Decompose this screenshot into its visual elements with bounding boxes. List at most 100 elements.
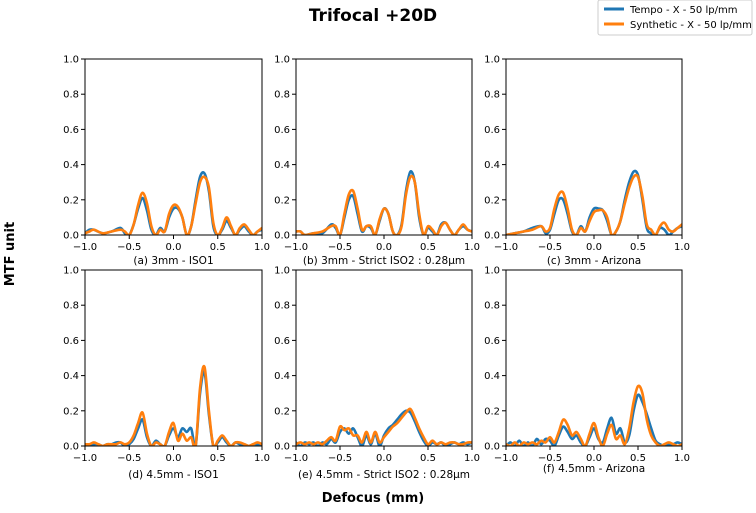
subplot-c-xtick-label: 0.0 xyxy=(586,242,602,253)
subplot-e-ytick-label: 0.0 xyxy=(274,442,290,453)
subplot-c-ytick-label: 0.8 xyxy=(484,90,500,101)
subplot-d-xtick-label: 0.5 xyxy=(210,453,226,464)
subplot-d-xtick-label: −0.5 xyxy=(117,453,141,464)
subplot-c-xtick-label: 1.0 xyxy=(674,242,690,253)
subplot-b-ytick-label: 0.2 xyxy=(274,195,290,206)
subplot-c-ytick-label: 0.0 xyxy=(484,231,500,242)
subplot-d-series-synthetic-line xyxy=(85,364,262,446)
subplot-f-xtick-label: 0.0 xyxy=(586,453,602,464)
subplot-d-ytick-label: 1.0 xyxy=(63,266,79,277)
subplot-a-xtick-label: 0.5 xyxy=(210,242,226,253)
subplot-b-xtick-label: 1.0 xyxy=(464,242,480,253)
subplot-e-xtick-label: 0.0 xyxy=(376,453,392,464)
subplot-b: 0.0 0.2 0.4 0.6 0.8 1.0 −1.0 −0.5 0.0 0.5 1.0 (b) 3… xyxy=(274,55,480,268)
subplot-f-ytick-label: 1.0 xyxy=(484,266,500,277)
subplot-d-ytick-label: 0.4 xyxy=(63,371,79,382)
subplot-a-ytick-label: 0.2 xyxy=(63,195,79,206)
subplot-d-caption: (d) 4.5mm - ISO1 xyxy=(128,469,219,481)
subplot-a-series-synthetic-line xyxy=(85,175,262,235)
subplot-d-xtick-label: −1.0 xyxy=(73,453,97,464)
subplot-c-caption: (c) 3mm - Arizona xyxy=(547,255,641,267)
subplot-c-xtick-label: 0.5 xyxy=(630,242,646,253)
subplot-e-xtick-label: 0.5 xyxy=(420,453,436,464)
subplot-d-ytick-label: 0.6 xyxy=(63,336,79,347)
legend-box xyxy=(597,0,753,36)
subplot-c-series-tempo-line xyxy=(506,169,682,235)
subplot-b-ytick-label: 0.0 xyxy=(274,231,290,242)
chart-title: Trifocal +20D xyxy=(309,6,437,26)
x-axis-title: Defocus (mm) xyxy=(322,491,424,506)
subplot-b-ytick-label: 0.8 xyxy=(274,90,290,101)
subplot-b-ytick-label: 1.0 xyxy=(274,55,290,66)
subplot-c-ytick-label: 0.6 xyxy=(484,125,500,136)
subplot-e-series-tempo-line xyxy=(296,409,472,446)
subplot-b-ytick-label: 0.4 xyxy=(274,160,290,171)
subplot-a-xtick-label: 0.0 xyxy=(166,242,182,253)
subplot-c-series-synthetic-line xyxy=(506,173,682,235)
subplot-e-ytick-label: 0.2 xyxy=(274,406,290,417)
subplot-c: 0.0 0.2 0.4 0.6 0.8 1.0 −1.0 −0.5 0.0 0.5 1.0 (c) 3… xyxy=(484,55,690,268)
subplot-e-xtick-label: −1.0 xyxy=(284,453,308,464)
subplot-f-xtick-label: 1.0 xyxy=(674,453,690,464)
legend: Tempo - X - 50 lp/mm Synthetic - X - 50 … xyxy=(597,0,753,36)
subplot-c-ytick-label: 1.0 xyxy=(484,55,500,66)
subplot-b-xtick-label: −1.0 xyxy=(284,242,308,253)
subplot-f-ytick-label: 0.4 xyxy=(484,371,500,382)
subplots: 0.0 0.2 0.4 0.6 0.8 1.0 −1.0 −0.5 0.0 0.5 1.0 (a) 3… xyxy=(63,55,690,482)
subplot-b-caption: (b) 3mm - Strict ISO2 : 0.28μm xyxy=(303,255,465,267)
subplot-d-ytick-label: 0.8 xyxy=(63,301,79,312)
subplot-b-ytick-label: 0.6 xyxy=(274,125,290,136)
subplot-d-xtick-label: 1.0 xyxy=(254,453,270,464)
subplot-d: 0.0 0.2 0.4 0.6 0.8 1.0 −1.0 −0.5 0.0 0.5 1.0 (d) 4… xyxy=(63,266,270,482)
subplot-e-ytick-label: 0.4 xyxy=(274,371,290,382)
subplot-e-xtick-label: 1.0 xyxy=(464,453,480,464)
subplot-f-ytick-label: 0.6 xyxy=(484,336,500,347)
subplot-a-ytick-label: 0.6 xyxy=(63,125,79,136)
subplot-c-xtick-label: −0.5 xyxy=(538,242,562,253)
subplot-f-series-tempo-line xyxy=(506,393,682,446)
subplot-b-xtick-label: −0.5 xyxy=(328,242,352,253)
legend-label-tempo: Tempo - X - 50 lp/mm xyxy=(629,5,737,16)
subplot-e-caption: (e) 4.5mm - Strict ISO2 : 0.28μm xyxy=(298,469,470,481)
subplot-f-caption: (f) 4.5mm - Arizona xyxy=(543,463,645,475)
subplot-b-series-synthetic-line xyxy=(296,174,472,235)
y-axis-title: MTF unit xyxy=(3,222,18,286)
subplot-c-xtick-label: −1.0 xyxy=(494,242,518,253)
subplot-d-series-tempo-line xyxy=(85,370,262,446)
subplot-b-xtick-label: 0.0 xyxy=(376,242,392,253)
subplot-a-xtick-label: −0.5 xyxy=(117,242,141,253)
subplot-a: 0.0 0.2 0.4 0.6 0.8 1.0 −1.0 −0.5 0.0 0.5 1.0 (a) 3… xyxy=(63,55,270,268)
subplot-a-ytick-label: 0.4 xyxy=(63,160,79,171)
subplot-a-ytick-label: 0.8 xyxy=(63,90,79,101)
subplot-f-xtick-label: 0.5 xyxy=(630,453,646,464)
subplot-f-series-synthetic-line xyxy=(506,384,682,446)
subplot-a-ytick-label: 1.0 xyxy=(63,55,79,66)
subplot-f-frame xyxy=(505,269,683,447)
subplot-c-ytick-label: 0.2 xyxy=(484,195,500,206)
subplot-e-xtick-label: −0.5 xyxy=(328,453,352,464)
subplot-e-ytick-label: 1.0 xyxy=(274,266,290,277)
subplot-f-ytick-label: 0.0 xyxy=(484,442,500,453)
subplot-e-frame xyxy=(295,269,473,447)
subplot-c-ytick-label: 0.4 xyxy=(484,160,500,171)
subplot-b-xtick-label: 0.5 xyxy=(420,242,436,253)
subplot-e-ytick-label: 0.6 xyxy=(274,336,290,347)
subplot-e-series-synthetic-line xyxy=(296,407,472,446)
subplot-e: 0.0 0.2 0.4 0.6 0.8 1.0 −1.0 −0.5 0.0 0.5 1.0 (e) 4… xyxy=(274,266,480,482)
subplot-d-ytick-label: 0.2 xyxy=(63,406,79,417)
subplot-d-xtick-label: 0.0 xyxy=(166,453,182,464)
subplot-f-ytick-label: 0.2 xyxy=(484,406,500,417)
subplot-e-ytick-label: 0.8 xyxy=(274,301,290,312)
legend-label-synthetic: Synthetic - X - 50 lp/mm xyxy=(630,20,752,31)
subplot-a-xtick-label: −1.0 xyxy=(73,242,97,253)
subplot-f-ytick-label: 0.8 xyxy=(484,301,500,312)
subplot-a-caption: (a) 3mm - ISO1 xyxy=(133,255,213,267)
subplot-f: 0.0 0.2 0.4 0.6 0.8 1.0 −1.0 −0.5 0.0 0.5 1.0 (f) 4… xyxy=(484,266,690,476)
subplot-a-ytick-label: 0.0 xyxy=(63,231,79,242)
subplot-a-xtick-label: 1.0 xyxy=(254,242,270,253)
subplot-b-series-tempo-line xyxy=(296,170,472,235)
subplot-d-frame xyxy=(84,269,263,447)
subplot-d-ytick-label: 0.0 xyxy=(63,442,79,453)
subplot-f-xtick-label: −0.5 xyxy=(538,453,562,464)
